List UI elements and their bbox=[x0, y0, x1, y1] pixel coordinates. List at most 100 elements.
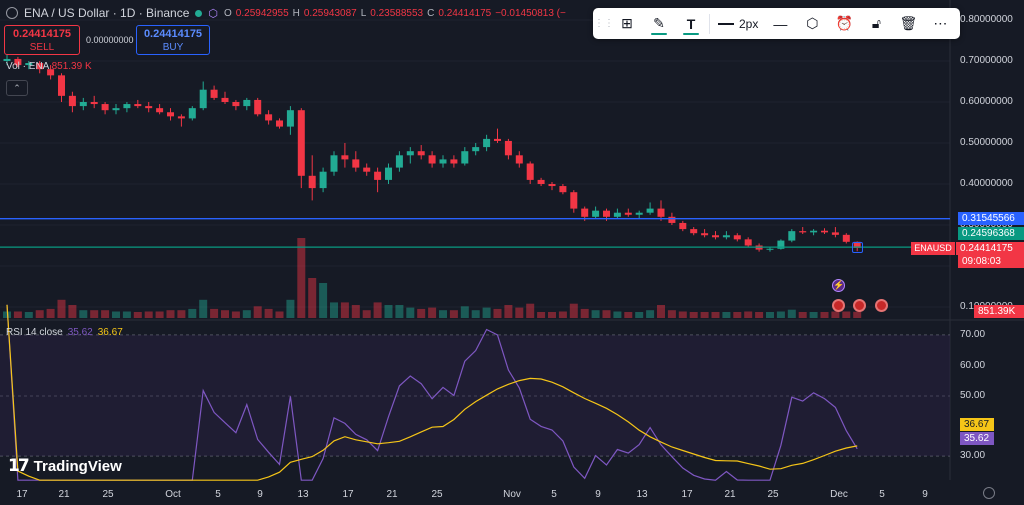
candle-body bbox=[123, 104, 131, 109]
candle-body bbox=[821, 230, 828, 233]
volume-bar bbox=[548, 312, 556, 318]
time-axis-label: 5 bbox=[215, 489, 221, 500]
tradingview-mark-icon: 𝟭𝟳 bbox=[8, 456, 30, 475]
volume-bar bbox=[591, 310, 600, 318]
volume-bar bbox=[177, 310, 186, 318]
candle-body bbox=[450, 159, 458, 164]
candle-body bbox=[330, 155, 338, 172]
volume-legend[interactable]: Vol · ENA 851.39 K bbox=[6, 61, 92, 72]
price-axis-label: 0.50000000 bbox=[960, 137, 1013, 148]
candle-body bbox=[47, 69, 55, 76]
volume-bar bbox=[635, 312, 644, 318]
candle-body bbox=[286, 110, 294, 127]
symbol-title[interactable]: ENA / US Dollar · 1D · Binance bbox=[24, 6, 190, 20]
settings-gear-icon[interactable] bbox=[983, 487, 995, 499]
unlock-icon[interactable]: 🔓︎ bbox=[871, 15, 881, 31]
line-style-icon[interactable]: ― bbox=[773, 15, 788, 32]
stroke-width-button[interactable]: 2px bbox=[712, 17, 764, 31]
volume-bar bbox=[57, 299, 66, 318]
candle-body bbox=[3, 58, 11, 61]
add-widgets-icon[interactable]: ⊞ bbox=[621, 15, 633, 31]
more-icon[interactable]: ⋯ bbox=[933, 15, 948, 31]
rsi-legend[interactable]: RSI 14 close 35.62 36.67 bbox=[6, 327, 123, 338]
volume-bar bbox=[319, 283, 328, 318]
trash-icon[interactable]: 🗑︎ bbox=[899, 15, 918, 31]
candle-body bbox=[635, 212, 643, 215]
spread-value: 0.00000000 bbox=[86, 35, 134, 45]
candle-body bbox=[766, 248, 774, 250]
rsi-ma-line bbox=[6, 304, 858, 481]
us-flag-event-icon[interactable] bbox=[853, 299, 866, 312]
volume-bar bbox=[46, 308, 55, 318]
volume-bar bbox=[733, 312, 742, 318]
candle-body bbox=[722, 235, 730, 238]
lightning-event-icon[interactable]: ⚡ bbox=[832, 279, 845, 292]
tradingview-wordmark: TradingView bbox=[33, 457, 122, 475]
volume-bar bbox=[722, 312, 731, 318]
market-status-icon bbox=[195, 9, 203, 17]
candle-body bbox=[559, 186, 567, 193]
alarm-add-icon[interactable]: ⏰ bbox=[835, 15, 854, 31]
candle-body bbox=[385, 167, 392, 180]
volume-bar bbox=[504, 305, 513, 318]
candle-body bbox=[810, 230, 818, 233]
rsi-axis-label: 70.00 bbox=[960, 329, 986, 340]
volume-bar bbox=[297, 238, 306, 318]
volume-bar bbox=[351, 305, 360, 318]
candle-body bbox=[472, 147, 480, 152]
time-axis-label: 13 bbox=[636, 489, 648, 500]
candle-body bbox=[592, 210, 600, 217]
volume-bar bbox=[526, 303, 535, 318]
volume-bar bbox=[231, 311, 240, 318]
buy-button[interactable]: 0.24414175 BUY bbox=[136, 25, 210, 55]
collapse-legend-button[interactable]: ⌃ bbox=[6, 80, 28, 96]
us-flag-event-icon[interactable] bbox=[875, 299, 888, 312]
candle-body bbox=[112, 108, 120, 111]
time-axis-label: 9 bbox=[922, 489, 928, 500]
candle-body bbox=[156, 108, 164, 113]
volume-bar bbox=[482, 307, 491, 318]
volume-bar bbox=[68, 305, 77, 318]
brush-icon[interactable]: ✎ bbox=[643, 8, 675, 39]
candle-body bbox=[14, 58, 22, 66]
indicator-link-icon[interactable]: ⬡ bbox=[208, 7, 219, 20]
volume-bar bbox=[820, 312, 829, 318]
candle-body bbox=[831, 232, 839, 235]
volume-bar bbox=[210, 308, 219, 318]
green-line-price-tag: 0.24596368 bbox=[958, 227, 1024, 240]
candle-body bbox=[177, 116, 185, 119]
price-axis-label: 0.70000000 bbox=[960, 55, 1013, 66]
rsi-band bbox=[0, 335, 950, 456]
volume-tag: 851.39K bbox=[974, 305, 1024, 318]
candle-body bbox=[570, 192, 578, 209]
sell-price: 0.24414175 bbox=[12, 28, 72, 40]
volume-bar bbox=[449, 310, 458, 318]
rsi-axis-label: 30.00 bbox=[960, 450, 986, 461]
candle-body bbox=[199, 89, 207, 109]
text-icon[interactable]: T bbox=[675, 8, 707, 39]
sell-button[interactable]: 0.24414175 SELL bbox=[4, 25, 80, 55]
us-flag-event-icon[interactable] bbox=[832, 299, 845, 312]
candle-body bbox=[744, 239, 752, 246]
volume-bar bbox=[744, 311, 753, 318]
time-axis-label: 17 bbox=[16, 489, 28, 500]
volume-bar bbox=[689, 312, 698, 318]
settings-icon[interactable]: ⬡ bbox=[806, 15, 819, 31]
candle-body bbox=[548, 184, 556, 187]
symbol-logo-icon bbox=[6, 7, 18, 19]
volume-bar bbox=[188, 308, 197, 318]
candle-body bbox=[188, 108, 196, 119]
candle-body bbox=[461, 151, 469, 164]
drawing-anchor-handle[interactable] bbox=[852, 242, 863, 253]
volume-bar bbox=[362, 310, 371, 318]
volume-bar bbox=[842, 311, 851, 318]
tradingview-logo[interactable]: 𝟭𝟳 TradingView bbox=[8, 456, 122, 476]
candle-body bbox=[145, 106, 153, 109]
volume-bar bbox=[166, 310, 175, 318]
buy-label: BUY bbox=[162, 42, 184, 53]
candle-body bbox=[232, 102, 240, 107]
last-price-value: 0.24414175 bbox=[960, 243, 1013, 254]
volume-bar bbox=[624, 312, 633, 318]
drag-handle-icon[interactable]: ⋮⋮ bbox=[594, 18, 614, 29]
